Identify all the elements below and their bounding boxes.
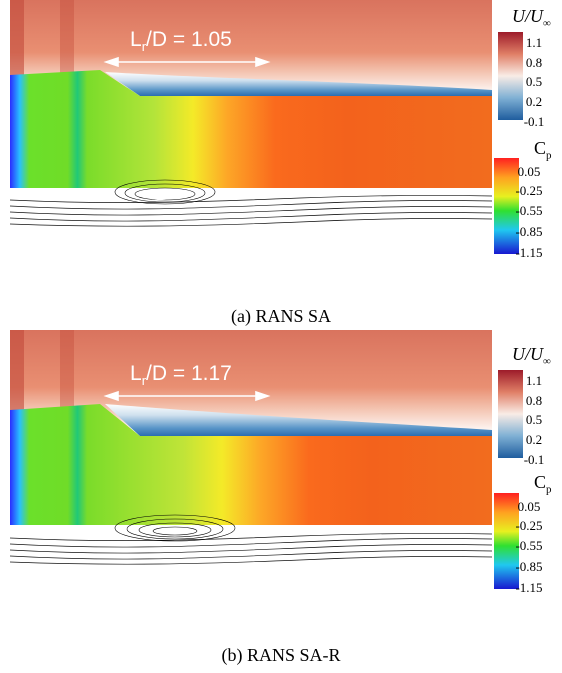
pressure-tick: -0.85 [515,559,543,574]
velocity-colorbar-title: U/U∞ [512,6,551,30]
pressure-colorbar-title: Cp [534,138,552,162]
reattachment-length-arrow [103,390,271,402]
velocity-tick: 0.5 [525,74,543,89]
caption-rans-sa: (a) RANS SA [230,306,331,326]
caption-rans-sa-r: (b) RANS SA-R [221,645,341,665]
velocity-tick: -0.1 [523,114,545,129]
pressure-colorbar [494,493,519,589]
velocity-colorbar [498,32,523,120]
pressure-surface [10,404,492,525]
pressure-surface [10,70,492,188]
shear-layer [105,404,492,436]
shear-layer [105,72,492,96]
streamlines [9,533,493,565]
velocity-tick: 0.2 [525,432,543,447]
recirculation-bubble [114,514,236,542]
pressure-tick: -0.85 [515,224,543,239]
reattachment-length-label: Lr/D = 1.17 [130,362,232,389]
flow-field-plot [9,0,523,254]
reattachment-length-label: Lr/D = 1.05 [130,28,232,55]
velocity-tick: 0.8 [525,55,543,70]
pressure-tick: -0.55 [515,538,543,553]
pressure-colorbar-title: Cp [534,472,552,496]
velocity-tick: 0.2 [525,94,543,109]
flow-field-plot [9,330,523,589]
pressure-tick: -0.25 [515,518,543,533]
pressure-tick: -0.25 [515,183,543,198]
pressure-tick: -1.15 [515,580,543,595]
pressure-tick: -1.15 [515,245,543,260]
velocity-tick: 0.5 [525,412,543,427]
panel-rans-sa: Lr/D = 1.05 U/U∞ 1.1 0.8 0.5 0.2 -0.1 Cp… [0,0,562,300]
reattachment-length-arrow [103,56,271,68]
velocity-colorbar [498,370,523,458]
velocity-tick: -0.1 [523,452,545,467]
velocity-tick: 1.1 [525,35,543,50]
pressure-tick: -0.55 [515,203,543,218]
streamlines [9,195,493,227]
recirculation-bubble [114,179,216,205]
panel-rans-sa-r: Lr/D = 1.17 U/U∞ 1.1 0.8 0.5 0.2 -0.1 Cp… [0,330,562,630]
pressure-colorbar [494,158,519,254]
velocity-tick: 0.8 [525,393,543,408]
velocity-colorbar-title: U/U∞ [512,344,551,368]
velocity-tick: 1.1 [525,373,543,388]
pressure-tick: 0.05 [517,164,541,179]
pressure-tick: 0.05 [517,499,541,514]
